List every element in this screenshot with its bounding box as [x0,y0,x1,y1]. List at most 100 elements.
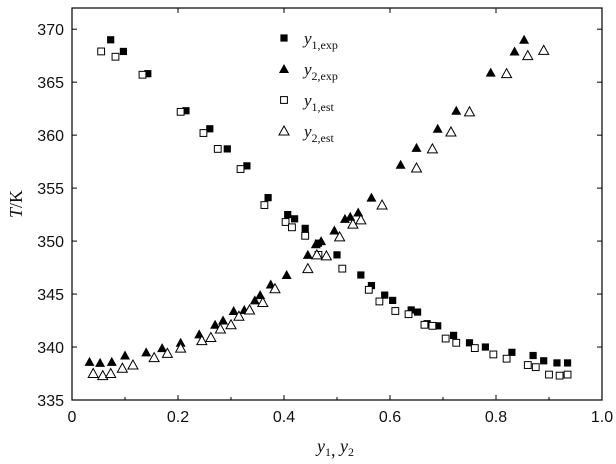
legend-item: y1,est [280,91,335,114]
y-tick-label: 340 [37,340,64,357]
data-point [521,49,534,61]
data-point [441,334,450,343]
data-point [502,354,511,363]
data-point [233,310,245,321]
data-point [288,223,296,232]
data-point [120,350,130,360]
data-point [413,308,422,316]
axis-titles: y1, y2 T/K [6,190,354,460]
data-point [426,142,439,154]
data-point [357,271,365,279]
legend-marker [279,64,289,73]
data-point [84,356,95,366]
data-point [411,142,422,152]
data-point [106,356,117,366]
data-point [529,351,537,360]
data-point [111,52,120,61]
data-point [428,321,437,330]
data-point [519,34,530,44]
data-point [210,319,221,329]
data-point [141,347,152,357]
data-point [311,248,323,260]
data-point [395,159,406,169]
data-point [228,306,239,316]
y-tick-label: 360 [37,128,64,145]
data-point [367,281,376,290]
data-point [310,239,321,249]
data-point [563,370,572,379]
data-point [353,207,364,217]
plot-frame [71,7,603,401]
data-point [182,107,190,115]
data-point [127,359,139,370]
data-point [364,285,373,294]
data-point [284,210,292,219]
data-point [214,322,227,334]
data-point [196,334,208,346]
legend-marker [280,96,288,104]
data-point [225,318,237,330]
data-point [157,343,168,353]
data-point [302,249,313,259]
data-point [264,194,272,202]
data-point [355,213,367,225]
data-point [338,264,347,273]
data-point [218,315,229,325]
data-point [255,290,266,300]
data-point [206,125,214,133]
data-point [104,367,117,379]
x-tick-label: 0 [68,409,77,426]
data-point [329,225,340,235]
data-point [452,338,461,347]
axes [71,7,603,401]
data-point [333,230,346,242]
data-point [97,47,106,56]
data-point [243,303,256,315]
x-tick-label: 1.0 [591,409,613,426]
y-tick-label: 335 [37,393,64,410]
data-point [540,357,548,365]
data-point [87,367,100,379]
x-tick-label: 0.2 [167,409,189,426]
y-tick-label: 345 [37,287,64,304]
data-point [333,251,341,259]
legend: y1,exp y2,exp y1,est y2,est [278,29,338,145]
data-marks [84,34,572,381]
data-point [281,218,290,226]
data-point [465,339,474,347]
data-point [463,105,476,117]
data-point [523,361,532,369]
data-point [545,370,553,379]
ticks: 0 0.2 0.4 0.6 0.8 1.0 335 340 345 350 355 360 365 370 [37,8,613,426]
x-tick-label: 0.4 [273,409,295,426]
data-point [205,331,217,342]
y-axis-title: T/K [6,190,26,218]
data-point [256,296,269,308]
y-tick-label: 355 [37,181,64,198]
data-point [407,306,415,314]
data-point [555,371,564,380]
data-point [509,46,520,56]
data-point [269,282,281,294]
data-point [316,236,327,246]
series-y2-exp [84,34,530,367]
y-tick-label: 370 [37,22,64,39]
data-point [376,199,388,210]
legend-label: y2,est [302,122,335,145]
data-point [375,297,384,306]
legend-item: y2,est [278,122,335,145]
data-point [389,296,397,305]
data-point [144,70,152,78]
legend-item: y2,exp [279,60,338,83]
data-point [485,67,496,77]
data-point [301,224,309,232]
data-point [404,310,413,319]
data-point [96,369,109,381]
data-point [489,350,498,359]
data-point [553,359,561,367]
data-point [148,351,160,363]
data-point [236,165,245,173]
y-tick-label: 365 [37,75,64,92]
data-point [302,262,314,274]
